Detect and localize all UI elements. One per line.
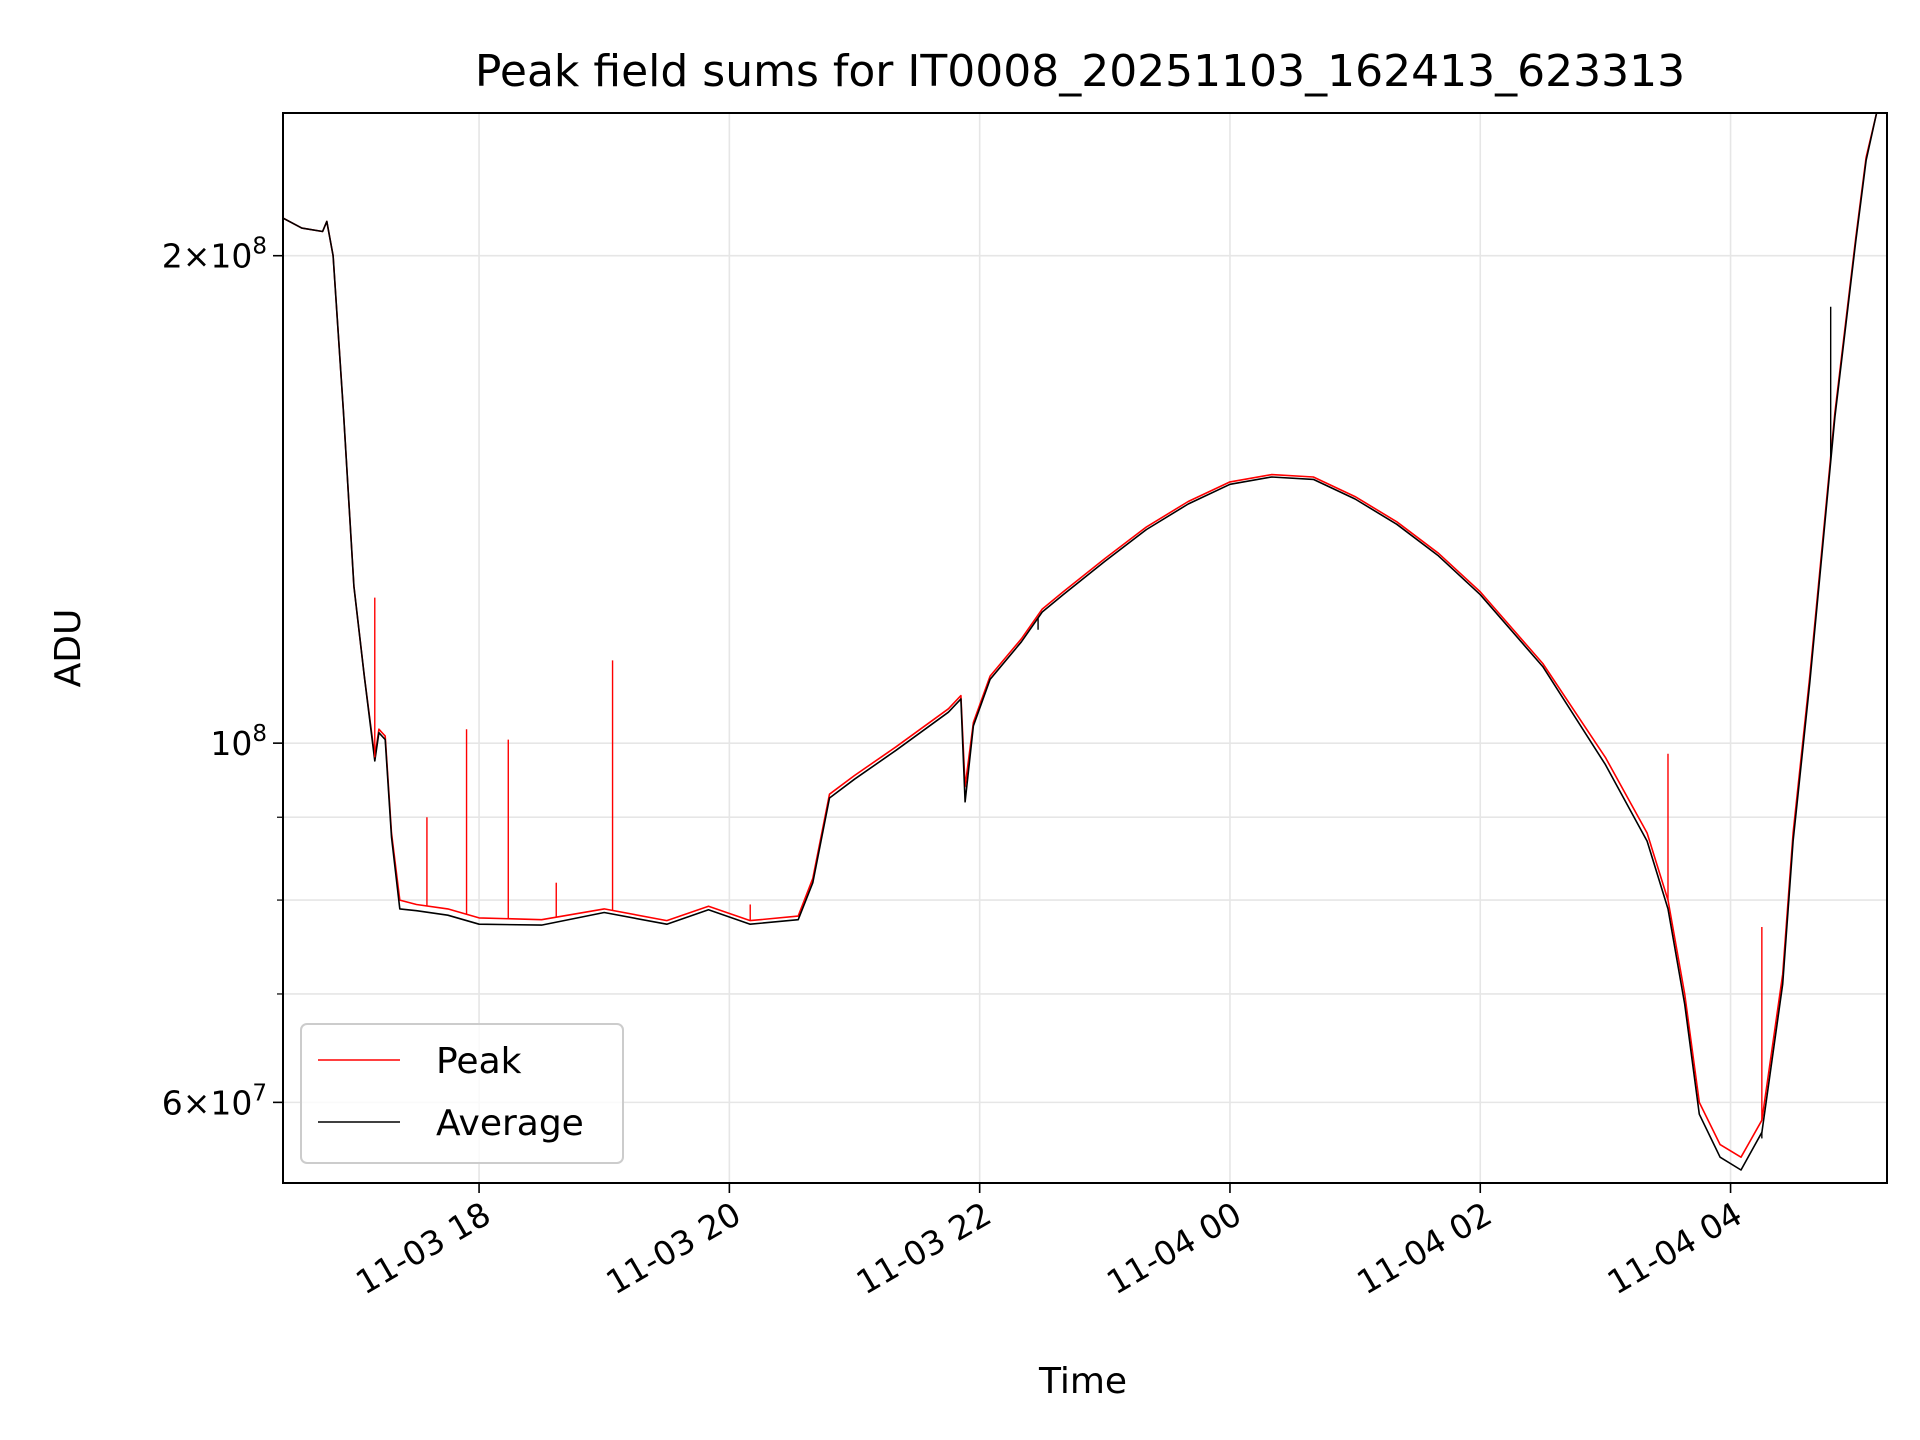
plot-frame xyxy=(282,112,1888,1184)
series-line-peak xyxy=(283,113,1887,1158)
legend-label-average: Average xyxy=(436,1103,584,1144)
y-tick-label: 2×108 xyxy=(162,234,267,276)
grid xyxy=(283,113,1887,1183)
series-line-average xyxy=(283,113,1887,1171)
y-axis-label: ADU xyxy=(48,609,89,688)
plot-series xyxy=(283,113,1887,1171)
legend-box xyxy=(300,1023,624,1164)
legend-label-peak: Peak xyxy=(436,1041,522,1082)
chart-title: Peak field sums for IT0008_20251103_1624… xyxy=(475,46,1685,97)
legend: Peak Average xyxy=(300,1023,624,1164)
y-tick-label: 108 xyxy=(210,721,267,763)
x-axis-label: Time xyxy=(1038,1361,1127,1402)
y-axis: 6×107 108 2×108 xyxy=(162,234,283,1122)
y-tick-label: 6×107 xyxy=(162,1080,267,1122)
